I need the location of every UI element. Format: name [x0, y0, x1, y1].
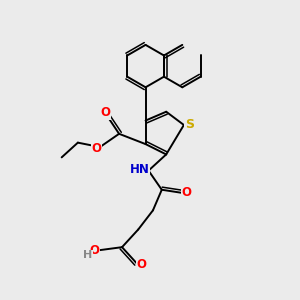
Text: O: O	[92, 142, 101, 155]
Text: O: O	[90, 244, 100, 256]
Text: O: O	[136, 258, 146, 271]
Text: O: O	[181, 186, 191, 199]
Text: HN: HN	[130, 163, 150, 176]
Text: O: O	[101, 106, 111, 119]
Text: H: H	[83, 250, 92, 260]
Text: S: S	[185, 118, 194, 131]
